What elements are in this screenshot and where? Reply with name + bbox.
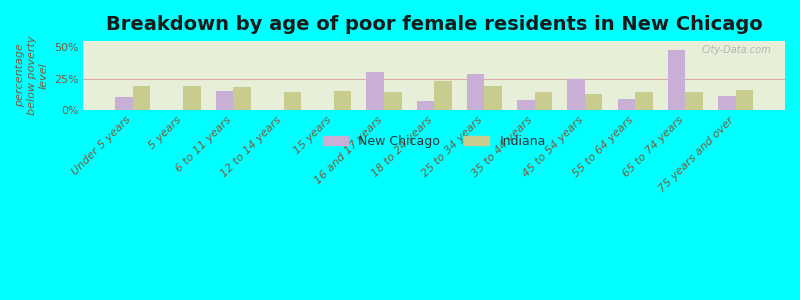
Bar (735, 90, 753, 110)
Bar (283, 92, 301, 110)
Bar (216, 91, 234, 110)
Bar (686, 92, 703, 110)
Bar (668, 50, 686, 110)
Bar (366, 72, 384, 110)
Bar (384, 92, 402, 110)
Bar (517, 100, 534, 110)
Y-axis label: percentage
below poverty
level: percentage below poverty level (15, 36, 48, 115)
Bar (618, 99, 635, 110)
Bar (585, 94, 602, 110)
Bar (434, 81, 452, 110)
Legend: New Chicago, Indiana: New Chicago, Indiana (318, 130, 551, 153)
Bar (133, 86, 150, 110)
Bar (485, 86, 502, 110)
Bar (183, 86, 201, 110)
Bar (567, 79, 585, 110)
Bar (334, 91, 351, 110)
Bar (115, 98, 133, 110)
Bar (467, 74, 485, 110)
Text: City-Data.com: City-Data.com (702, 45, 771, 55)
Bar (234, 87, 251, 110)
Bar (417, 101, 434, 110)
Bar (718, 96, 735, 110)
Title: Breakdown by age of poor female residents in New Chicago: Breakdown by age of poor female resident… (106, 15, 762, 34)
Bar (534, 92, 552, 110)
Bar (635, 92, 653, 110)
